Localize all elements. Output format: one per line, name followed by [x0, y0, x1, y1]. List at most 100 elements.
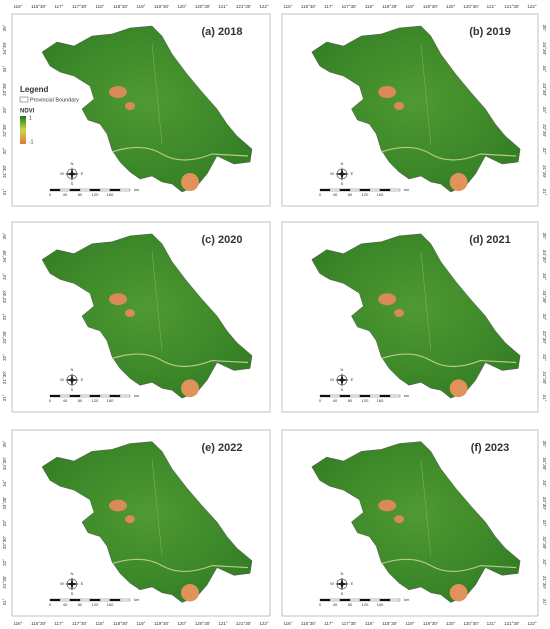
- latitude-label: 34°: [2, 65, 7, 72]
- compass-label: W: [330, 377, 334, 382]
- river: [381, 353, 517, 368]
- longitude-label: 119°: [406, 4, 415, 9]
- longitude-label: 117°30': [342, 4, 357, 9]
- lake: [394, 102, 405, 110]
- map-panel: (e) 2022 N S E W 0 40 80 120 160 km 116° 116°30' 117°…: [2, 429, 271, 626]
- longitude-label: 122°: [527, 4, 537, 9]
- scale-unit: km: [404, 393, 410, 398]
- scale-segment: [59, 188, 71, 192]
- scale-segment: [339, 598, 351, 602]
- compass-label: N: [71, 571, 74, 576]
- panel-title: (d) 2021: [469, 234, 511, 246]
- compass-label: N: [71, 367, 74, 372]
- latitude-label: 33°: [542, 314, 547, 321]
- compass-label: W: [330, 581, 334, 586]
- longitude-label: 121°30': [236, 4, 251, 9]
- scale-label: 80: [348, 192, 353, 197]
- longitude-label: 116°30': [31, 621, 46, 626]
- latitude-label: 32°30': [542, 124, 547, 137]
- scale-segment: [349, 188, 361, 192]
- compass-label: E: [81, 171, 84, 176]
- scale-segment: [49, 394, 61, 398]
- scale-label: 80: [348, 602, 353, 607]
- longitude-label: 122°: [527, 621, 537, 626]
- latitude-label: 32°: [542, 559, 547, 566]
- scale-segment: [109, 394, 121, 398]
- longitude-label: 121°: [218, 4, 228, 9]
- latitude-label: 33°: [2, 519, 7, 526]
- longitude-label: 120°: [177, 621, 187, 626]
- compass-label: W: [60, 171, 64, 176]
- canal: [420, 43, 432, 145]
- scale-unit: km: [404, 187, 410, 192]
- scale-segment: [369, 188, 381, 192]
- legend-title: Legend: [20, 85, 49, 94]
- longitude-label: 122°: [259, 621, 269, 626]
- longitude-label: 120°30': [195, 621, 210, 626]
- scale-segment: [109, 188, 121, 192]
- compass-label: E: [351, 171, 354, 176]
- scale-label: 80: [78, 192, 83, 197]
- river: [111, 353, 249, 368]
- scale-segment: [369, 394, 381, 398]
- latitude-label: 35°: [2, 24, 7, 31]
- longitude-label: 121°: [487, 4, 497, 9]
- latitude-label: 34°30': [542, 250, 547, 263]
- latitude-label: 32°30': [542, 331, 547, 344]
- scale-label: 40: [333, 602, 338, 607]
- latitude-label: 33°30': [2, 83, 7, 96]
- scale-segment: [329, 598, 341, 602]
- longitude-label: 120°30': [463, 621, 478, 626]
- scale-label: 120: [362, 602, 369, 607]
- longitude-label: 118°: [96, 4, 105, 9]
- longitude-label: 117°: [324, 4, 333, 9]
- legend-ndvi-ramp: [20, 116, 26, 144]
- latitude-label: 33°: [542, 107, 547, 114]
- scale-label: 160: [377, 398, 384, 403]
- longitude-label: 117°30': [342, 621, 357, 626]
- scale-label: 40: [333, 192, 338, 197]
- legend-ndvi-min: -1: [29, 139, 34, 145]
- longitude-label: 118°: [365, 4, 374, 9]
- scale-segment: [119, 394, 131, 398]
- latitude-label: 32°: [542, 354, 547, 361]
- map-panel: (b) 2019 N S E W 0 40 80 120 160 km 116° 116°30' 117°…: [281, 4, 547, 207]
- compass-label: N: [341, 571, 344, 576]
- scale-segment: [79, 598, 91, 602]
- longitude-label: 118°: [96, 621, 105, 626]
- latitude-label: 33°: [2, 106, 7, 113]
- compass-label: N: [71, 161, 74, 166]
- latitude-label: 31°: [2, 598, 7, 605]
- latitude-label: 34°30': [2, 457, 7, 470]
- lake: [109, 86, 127, 98]
- latitude-label: 34°30': [2, 42, 7, 55]
- scale-segment: [49, 598, 61, 602]
- latitude-label: 34°: [2, 273, 7, 280]
- compass-rose: [65, 373, 79, 387]
- scale-segment: [79, 188, 91, 192]
- longitude-label: 120°: [177, 4, 187, 9]
- scale-segment: [69, 598, 81, 602]
- legend-ndvi-max: 1: [29, 115, 32, 121]
- latitude-label: 33°30': [2, 290, 7, 303]
- lake: [109, 293, 127, 306]
- scale-segment: [329, 394, 341, 398]
- scale-segment: [119, 598, 131, 602]
- latitude-label: 31°: [2, 394, 7, 401]
- latitude-label: 32°30': [2, 536, 7, 549]
- province-map: [41, 233, 253, 399]
- scale-segment: [99, 394, 111, 398]
- canal: [420, 251, 432, 351]
- longitude-label: 120°: [446, 621, 456, 626]
- scale-segment: [349, 598, 361, 602]
- latitude-label: 34°: [542, 273, 547, 280]
- compass-label: W: [60, 377, 64, 382]
- longitude-label: 117°: [55, 621, 64, 626]
- latitude-label: 35°: [542, 233, 547, 240]
- longitude-label: 120°: [446, 4, 456, 9]
- compass-label: S: [71, 181, 74, 186]
- lake: [109, 499, 127, 512]
- scale-label: 0: [319, 602, 322, 607]
- scale-segment: [389, 188, 401, 192]
- scale-segment: [89, 394, 101, 398]
